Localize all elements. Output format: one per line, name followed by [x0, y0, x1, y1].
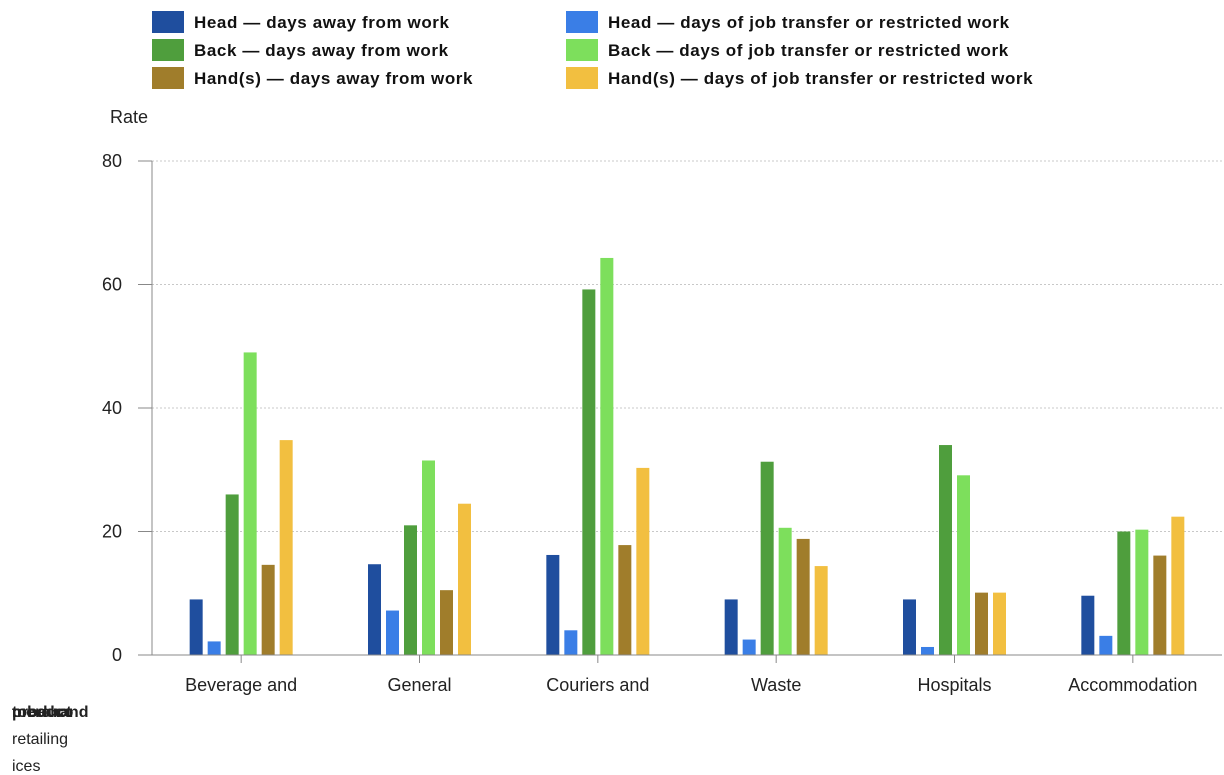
x-tick-label: Beverage and — [185, 675, 297, 695]
y-axis-ticks: 0 20 40 60 80 — [102, 151, 152, 665]
x-tick-label: Waste — [751, 675, 801, 695]
y-tick-label: 60 — [102, 275, 122, 295]
bar — [778, 527, 792, 655]
bar — [1117, 531, 1131, 655]
bar — [600, 257, 614, 655]
overflow-label: ices — [12, 758, 40, 775]
bar — [440, 590, 453, 655]
bar — [921, 646, 934, 655]
legend: Head — days away from work Head — days of… — [152, 11, 1033, 89]
overflow-label: product — [12, 704, 72, 721]
bar — [1171, 516, 1185, 655]
bar — [422, 460, 435, 655]
bar — [207, 641, 221, 655]
bar — [903, 599, 916, 655]
bar — [582, 289, 596, 655]
bar — [957, 475, 970, 655]
legend-swatch — [566, 39, 598, 61]
bar — [760, 461, 774, 655]
legend-label: Hand(s) — days of job transfer or restri… — [608, 69, 1033, 88]
y-tick-label: 0 — [112, 645, 122, 665]
legend-swatch — [152, 67, 184, 89]
legend-swatch — [566, 11, 598, 33]
x-tick-label: Hospitals — [917, 675, 991, 695]
legend-swatch — [152, 11, 184, 33]
bar — [225, 494, 239, 655]
legend-swatch — [566, 67, 598, 89]
legend-label: Hand(s) — days away from work — [194, 69, 473, 88]
y-tick-label: 20 — [102, 522, 122, 542]
y-tick-label: 80 — [102, 151, 122, 171]
bar — [814, 566, 828, 655]
x-tick-label: Couriers and — [546, 675, 649, 695]
x-tick-label: Accommodation — [1068, 675, 1197, 695]
axes — [138, 161, 1222, 656]
legend-label: Head — days away from work — [194, 13, 450, 32]
bar — [618, 545, 632, 655]
bars — [189, 257, 1185, 655]
x-tick-label: General — [387, 675, 451, 695]
legend-label: Back — days away from work — [194, 41, 449, 60]
overflow-label: tobacco — [12, 704, 74, 721]
overflow-label: retailing — [12, 731, 68, 748]
overflow-label: merchand — [12, 704, 88, 721]
bar — [724, 599, 738, 655]
bar — [189, 599, 203, 655]
bar — [546, 554, 560, 655]
legend-swatch — [152, 39, 184, 61]
bar — [975, 592, 988, 655]
bar — [458, 503, 471, 655]
bar — [796, 538, 810, 655]
gridlines — [152, 160, 1222, 532]
bar — [1081, 595, 1095, 655]
bar — [368, 564, 381, 655]
bar — [261, 564, 275, 655]
bar — [939, 445, 952, 655]
bar — [1099, 635, 1113, 655]
bar — [386, 610, 399, 655]
y-tick-label: 40 — [102, 398, 122, 418]
legend-label: Back — days of job transfer or restricte… — [608, 41, 1009, 60]
x-axis-ticks: Beverage and General Couriers and Waste Hosp… — [185, 655, 1197, 695]
bar — [404, 525, 417, 655]
y-axis-label: Rate — [110, 107, 148, 127]
bar — [279, 440, 293, 655]
bar — [1135, 529, 1149, 655]
bar — [636, 467, 650, 655]
bar — [1153, 555, 1167, 655]
legend-label: Head — days of job transfer or restricte… — [608, 13, 1010, 32]
bar — [993, 592, 1006, 655]
bar — [742, 639, 756, 655]
bar — [243, 352, 257, 655]
bar — [564, 630, 578, 655]
